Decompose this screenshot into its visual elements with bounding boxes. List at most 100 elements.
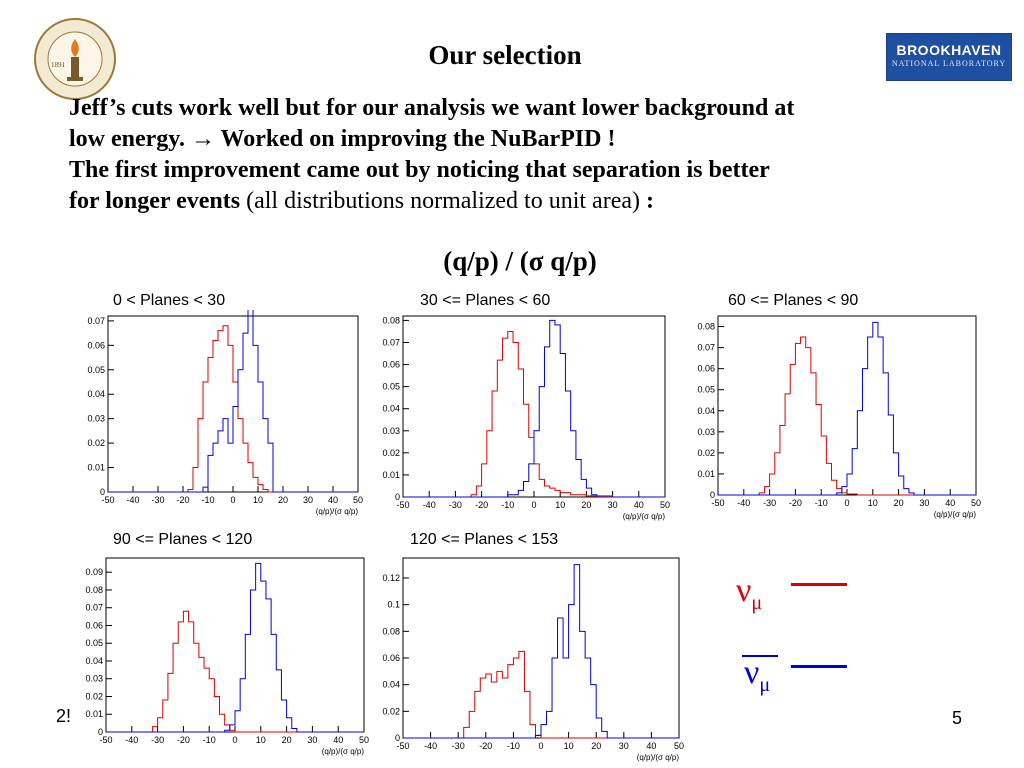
slide-title: Our selection [428, 40, 582, 70]
x-axis-label: (q/p)/(σ q/p) [316, 507, 359, 516]
x-tick-label: -20 [176, 495, 189, 505]
y-tick-label: 0.12 [382, 573, 400, 583]
x-tick-label: -30 [449, 500, 462, 510]
chart-panel-5: 0.020.040.060.080.10.120-50 -40 -30 -20 -10 0… [373, 552, 689, 764]
y-tick-label: 0.04 [382, 404, 400, 414]
x-tick-label: 0 [531, 500, 536, 510]
y-tick-label: 0.08 [697, 322, 715, 332]
panel-title-1: 0 < Planes < 30 [113, 292, 226, 309]
x-axis-label: (q/p)/(σ q/p) [637, 753, 680, 762]
y-tick-label: 0.07 [382, 337, 400, 347]
y-tick-label: 0.05 [382, 382, 400, 392]
footer-date: 2! [56, 706, 72, 726]
numubar-histogram [106, 562, 364, 733]
y-tick-label: 0.01 [697, 469, 715, 479]
y-tick-label: 0.04 [697, 406, 715, 416]
x-tick-label: -30 [763, 498, 776, 508]
x-tick-label: -30 [452, 741, 465, 751]
y-tick-label: 0.09 [85, 567, 103, 577]
x-tick-label: 20 [581, 500, 591, 510]
brookhaven-logo-line1: BROOKHAVEN [896, 42, 1002, 58]
arrow-icon: → [190, 126, 215, 152]
numu-histogram [403, 330, 665, 498]
caltech-logo: 1891 [33, 17, 117, 101]
x-tick-label: -50 [396, 500, 409, 510]
y-tick-label: 0.02 [382, 706, 400, 716]
y-tick-label: 0.06 [697, 364, 715, 374]
y-tick-label: 0 [98, 727, 103, 737]
legend-red-line [791, 583, 847, 586]
x-tick-label: 50 [353, 495, 363, 505]
y-tick-label: 0.03 [85, 674, 103, 684]
panel-title-5: 120 <= Planes < 153 [410, 531, 559, 548]
x-tick-label: -40 [125, 735, 138, 745]
plot-frame [402, 557, 680, 739]
y-tick-label: 0.01 [382, 470, 400, 480]
y-tick-label: 0.1 [387, 600, 400, 610]
y-tick-label: 0.03 [697, 427, 715, 437]
y-tick-label: 0.04 [87, 389, 105, 399]
y-tick-label: 0.02 [87, 438, 105, 448]
y-tick-label: 0.06 [87, 340, 105, 350]
y-tick-label: 0.04 [382, 680, 400, 690]
y-tick-label: 0.06 [85, 620, 103, 630]
x-tick-label: 10 [253, 495, 263, 505]
x-tick-label: -50 [99, 735, 112, 745]
x-tick-label: -40 [423, 500, 436, 510]
x-tick-label: 40 [634, 500, 644, 510]
y-tick-label: 0.02 [382, 448, 400, 458]
numubar-histogram [403, 319, 665, 498]
y-tick-label: 0.05 [85, 638, 103, 648]
numu-histogram [403, 650, 679, 739]
x-tick-label: 0 [538, 741, 543, 751]
logo-year: 1891 [51, 61, 66, 69]
panel-title-3: 60 <= Planes < 90 [728, 292, 859, 309]
x-tick-label: -10 [201, 495, 214, 505]
chart-panel-2: 0.01 0.02 0.03 0.04 0.05 0.06 0.07 0.08 0 -50 -40 -… [373, 310, 675, 523]
y-tick-label: 0.02 [697, 448, 715, 458]
x-tick-label: -50 [396, 741, 409, 751]
body-line-4: for longer events (all distributions nor… [69, 188, 654, 214]
x-tick-label: -20 [479, 741, 492, 751]
x-tick-label: 40 [333, 735, 343, 745]
y-tick-label: 0.08 [382, 315, 400, 325]
brookhaven-logo: BROOKHAVEN NATIONAL LABORATORY [886, 33, 1012, 81]
x-tick-label: 40 [945, 498, 955, 508]
y-tick-label: 0.06 [382, 360, 400, 370]
y-tick-label: 0.07 [697, 343, 715, 353]
panel-title-4: 90 <= Planes < 120 [113, 531, 253, 548]
y-tick-label: 0.05 [87, 365, 105, 375]
legend-bar-overline [742, 655, 778, 657]
x-tick-label: 0 [844, 498, 849, 508]
x-tick-label: 30 [608, 500, 618, 510]
x-tick-label: -10 [501, 500, 514, 510]
y-tick-label: 0.03 [382, 426, 400, 436]
y-tick-label: 0.05 [697, 385, 715, 395]
x-tick-label: 40 [646, 741, 656, 751]
numu-histogram [108, 325, 358, 493]
x-tick-label: -50 [711, 498, 724, 508]
x-tick-label: 50 [660, 500, 670, 510]
x-tick-label: 30 [619, 741, 629, 751]
x-tick-label: 20 [591, 741, 601, 751]
chart-panel-3: 0.010.020.030.040.050.060.070.080-50 -40-… [688, 310, 986, 521]
legend-numubar-label: νμ [744, 654, 771, 696]
numubar-histogram [108, 310, 358, 493]
x-tick-label: -20 [475, 500, 488, 510]
x-tick-label: 10 [564, 741, 574, 751]
body-text: Jeff’s cuts work well but for our analys… [69, 93, 1009, 217]
y-tick-label: 0.02 [85, 691, 103, 701]
numubar-histogram [403, 564, 679, 739]
x-tick-label: 30 [303, 495, 313, 505]
x-tick-label: -40 [126, 495, 139, 505]
x-tick-label: 20 [894, 498, 904, 508]
y-tick-label: 0.04 [85, 656, 103, 666]
panel-title-2: 30 <= Planes < 60 [420, 292, 551, 309]
x-tick-label: 40 [328, 495, 338, 505]
x-tick-label: -30 [151, 735, 164, 745]
x-tick-label: 30 [919, 498, 929, 508]
y-tick-label: 0.01 [87, 463, 105, 473]
y-tick-label: 0.07 [85, 603, 103, 613]
plot-frame [402, 315, 666, 498]
x-tick-label: 0 [232, 735, 237, 745]
